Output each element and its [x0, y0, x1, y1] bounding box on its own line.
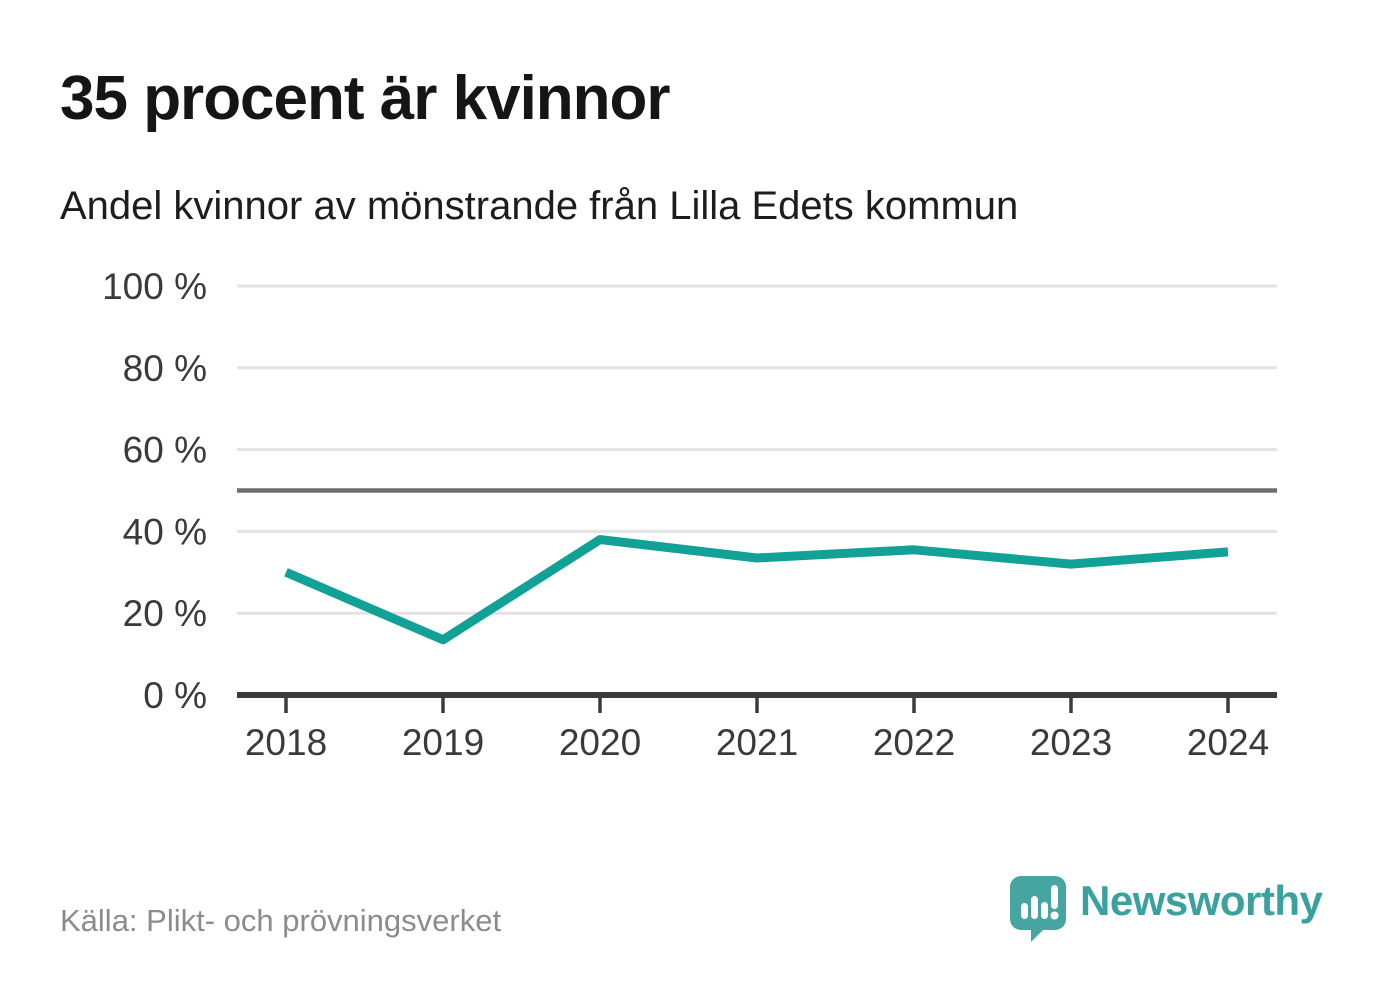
brand-wordmark: Newsworthy: [1080, 877, 1323, 924]
x-tick-label-2019: 2019: [402, 722, 484, 763]
exclamation-bar: [1051, 885, 1058, 909]
x-tick-label-2024: 2024: [1187, 722, 1269, 763]
newsworthy-speech-bubble-barchart-icon: [1010, 876, 1066, 942]
brand-logo: Newsworthy: [1010, 876, 1323, 942]
exclamation-dot: [1050, 911, 1059, 920]
x-tick-label-2023: 2023: [1030, 722, 1112, 763]
page-title: 35 procent är kvinnor: [60, 64, 671, 133]
page-subtitle: Andel kvinnor av mönstrande från Lilla E…: [60, 184, 1019, 228]
y-tick-label-80: 80 %: [123, 348, 207, 389]
bar-1: [1021, 903, 1028, 919]
x-tick-label-2022: 2022: [873, 722, 955, 763]
y-tick-label-0: 0 %: [143, 675, 207, 716]
x-tick-label-2018: 2018: [245, 722, 327, 763]
y-tick-label-100: 100 %: [102, 266, 207, 307]
source-note: Källa: Plikt- och prövningsverket: [60, 903, 502, 938]
data-line-series-0: [284, 535, 1229, 645]
bar-2: [1031, 896, 1038, 919]
y-tick-label-40: 40 %: [123, 511, 207, 552]
y-tick-label-20: 20 %: [123, 593, 207, 634]
x-tick-label-2020: 2020: [559, 722, 641, 763]
bar-3: [1041, 902, 1048, 919]
y-tick-label-60: 60 %: [123, 430, 207, 471]
x-tick-label-2021: 2021: [716, 722, 798, 763]
